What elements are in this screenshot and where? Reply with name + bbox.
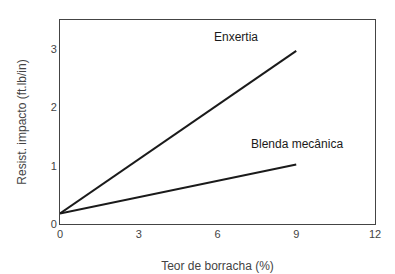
svg-text:Blenda mecânica: Blenda mecânica	[251, 137, 343, 151]
svg-text:9: 9	[293, 228, 299, 240]
svg-text:0: 0	[57, 228, 63, 240]
svg-text:12: 12	[369, 228, 381, 240]
svg-text:Enxertia: Enxertia	[214, 30, 258, 44]
svg-text:6: 6	[214, 228, 220, 240]
svg-text:2: 2	[51, 101, 57, 113]
svg-text:Teor de borracha (%): Teor de borracha (%)	[161, 259, 274, 273]
svg-text:Resist. impacto (ft.lb/in): Resist. impacto (ft.lb/in)	[15, 59, 29, 184]
svg-text:0: 0	[51, 218, 57, 230]
svg-text:3: 3	[136, 228, 142, 240]
svg-text:3: 3	[51, 43, 57, 55]
svg-text:1: 1	[51, 160, 57, 172]
